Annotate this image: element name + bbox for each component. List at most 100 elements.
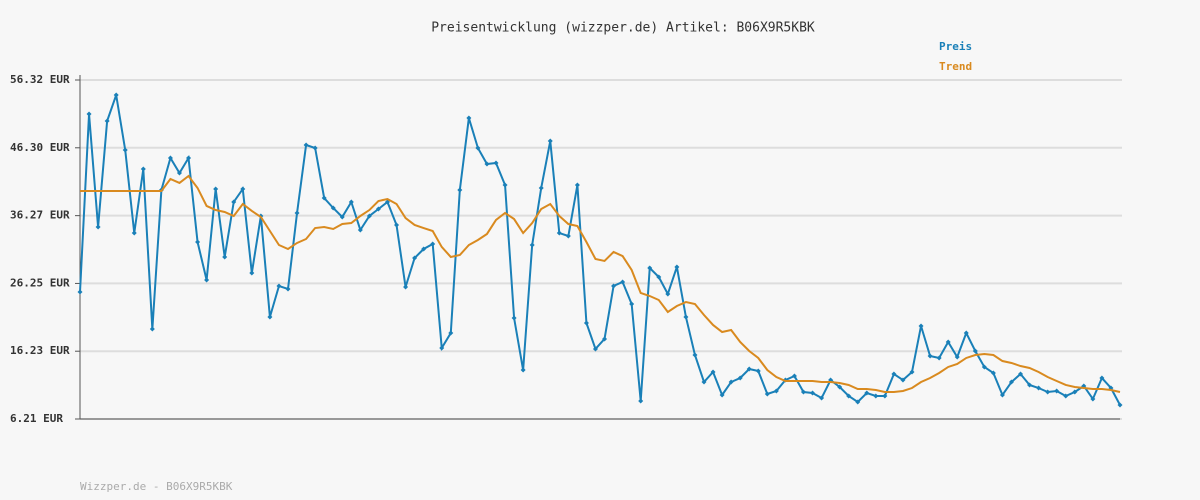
point-marker bbox=[1063, 393, 1069, 399]
point-marker bbox=[945, 339, 951, 345]
point-marker bbox=[855, 399, 861, 405]
point-marker bbox=[1099, 375, 1105, 381]
point-marker bbox=[764, 391, 770, 397]
point-marker bbox=[547, 138, 553, 144]
point-marker bbox=[620, 279, 626, 285]
point-marker bbox=[810, 390, 816, 396]
point-marker bbox=[647, 265, 653, 271]
point-marker bbox=[728, 379, 734, 385]
point-marker bbox=[475, 145, 481, 151]
point-marker bbox=[86, 111, 92, 117]
point-marker bbox=[981, 364, 987, 370]
point-marker bbox=[95, 224, 101, 230]
point-marker bbox=[403, 284, 409, 290]
point-marker bbox=[375, 206, 381, 212]
point-marker bbox=[294, 210, 300, 216]
point-marker bbox=[927, 353, 933, 359]
point-marker bbox=[1090, 396, 1096, 402]
point-marker bbox=[222, 254, 228, 260]
point-marker bbox=[665, 291, 671, 297]
point-marker bbox=[701, 379, 707, 385]
point-marker bbox=[186, 155, 192, 161]
legend-label: Preis bbox=[939, 40, 972, 53]
point-marker bbox=[140, 166, 146, 172]
point-marker bbox=[131, 230, 137, 236]
y-tick-label: 6.21 EUR bbox=[10, 412, 63, 425]
point-marker bbox=[683, 314, 689, 320]
point-marker bbox=[357, 227, 363, 233]
point-marker bbox=[719, 392, 725, 398]
point-marker bbox=[1027, 382, 1033, 388]
point-marker bbox=[1018, 371, 1024, 377]
point-marker bbox=[231, 199, 237, 205]
point-marker bbox=[592, 346, 598, 352]
point-marker bbox=[755, 368, 761, 374]
point-marker bbox=[466, 115, 472, 121]
point-marker bbox=[864, 390, 870, 396]
point-marker bbox=[348, 199, 354, 205]
point-marker bbox=[213, 186, 219, 192]
point-marker bbox=[303, 142, 309, 148]
point-marker bbox=[1117, 402, 1123, 408]
point-marker bbox=[674, 264, 680, 270]
point-marker bbox=[656, 274, 662, 280]
point-marker bbox=[565, 233, 571, 239]
point-marker bbox=[529, 242, 535, 248]
point-marker bbox=[882, 393, 888, 399]
point-marker bbox=[556, 230, 562, 236]
y-tick-label: 26.25 EUR bbox=[10, 276, 70, 289]
point-marker bbox=[204, 277, 210, 283]
point-marker bbox=[312, 145, 318, 151]
point-marker bbox=[412, 255, 418, 261]
point-marker bbox=[1045, 389, 1051, 395]
point-marker bbox=[611, 283, 617, 289]
point-marker bbox=[791, 373, 797, 379]
point-marker bbox=[430, 241, 436, 247]
point-marker bbox=[330, 205, 336, 211]
point-marker bbox=[321, 195, 327, 201]
point-marker bbox=[457, 187, 463, 193]
point-marker bbox=[737, 375, 743, 381]
point-marker bbox=[936, 355, 942, 361]
point-marker bbox=[819, 395, 825, 401]
point-marker bbox=[837, 384, 843, 390]
point-marker bbox=[448, 330, 454, 336]
point-marker bbox=[104, 118, 110, 124]
point-marker bbox=[249, 270, 255, 276]
point-marker bbox=[538, 185, 544, 191]
point-marker bbox=[511, 315, 517, 321]
point-marker bbox=[276, 283, 282, 289]
point-marker bbox=[1008, 379, 1014, 385]
point-marker bbox=[602, 336, 608, 342]
point-marker bbox=[285, 286, 291, 292]
point-marker bbox=[963, 330, 969, 336]
point-marker bbox=[520, 367, 526, 373]
footer: Wizzper.de - B06X9R5KBK bbox=[80, 480, 233, 493]
point-marker bbox=[366, 213, 372, 219]
point-marker bbox=[846, 393, 852, 399]
point-marker bbox=[339, 214, 345, 220]
point-marker bbox=[800, 389, 806, 395]
series-line bbox=[79, 94, 1121, 406]
point-marker bbox=[574, 182, 580, 188]
point-marker bbox=[629, 301, 635, 307]
point-marker bbox=[999, 392, 1005, 398]
y-tick-label: 36.27 EUR bbox=[10, 209, 70, 222]
point-marker bbox=[692, 352, 698, 358]
point-marker bbox=[195, 239, 201, 245]
point-marker bbox=[113, 92, 119, 98]
point-marker bbox=[394, 222, 400, 228]
point-marker bbox=[773, 388, 779, 394]
point-marker bbox=[167, 155, 173, 161]
legend-label: Trend bbox=[939, 60, 972, 73]
point-marker bbox=[484, 161, 490, 167]
point-marker bbox=[267, 314, 273, 320]
point-marker bbox=[149, 326, 155, 332]
point-marker bbox=[891, 371, 897, 377]
point-marker bbox=[900, 377, 906, 383]
point-marker bbox=[122, 147, 128, 153]
point-marker bbox=[77, 289, 83, 295]
point-marker bbox=[710, 369, 716, 375]
point-marker bbox=[1036, 385, 1042, 391]
